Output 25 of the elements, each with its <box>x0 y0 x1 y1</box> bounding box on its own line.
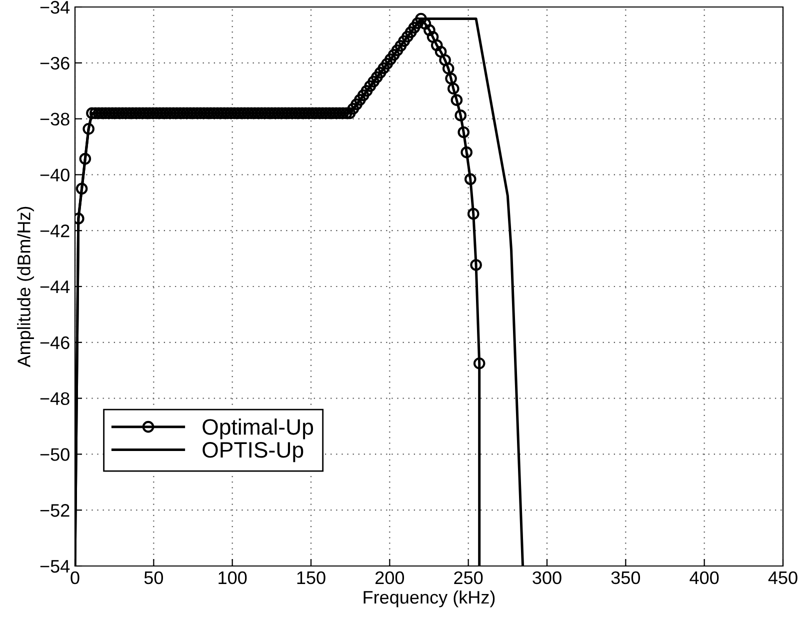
y-tick-label: −54 <box>40 560 70 573</box>
x-tick-label: 150 <box>297 571 326 584</box>
x-tick-label: 0 <box>70 571 80 584</box>
y-tick-label: −40 <box>40 168 70 182</box>
y-tick-label: −50 <box>40 448 70 461</box>
y-tick-label: −38 <box>40 112 70 126</box>
x-tick-label: 200 <box>376 571 404 584</box>
y-axis-title: Amplitude (dBm/Hz) <box>17 206 34 368</box>
x-tick-label: 450 <box>768 571 798 584</box>
x-tick-label: 250 <box>454 571 483 584</box>
y-tick-label: −34 <box>40 0 70 14</box>
legend-label: OPTIS-Up <box>202 442 304 462</box>
y-tick-label: −46 <box>40 336 70 350</box>
y-tick-label: −36 <box>40 56 70 70</box>
x-axis-title: Frequency (kHz) <box>364 590 495 608</box>
x-tick-label: 400 <box>690 571 719 584</box>
x-tick-label: 350 <box>611 571 640 584</box>
y-tick-label: −44 <box>40 280 70 294</box>
y-tick-label: −52 <box>40 504 70 517</box>
legend-label: Optimal-Up <box>202 418 314 440</box>
y-tick-label: −42 <box>40 224 70 238</box>
y-tick-label: −48 <box>40 392 70 406</box>
x-tick-label: 100 <box>218 571 247 584</box>
x-tick-label: 300 <box>532 571 562 584</box>
x-tick-label: 50 <box>144 571 164 584</box>
